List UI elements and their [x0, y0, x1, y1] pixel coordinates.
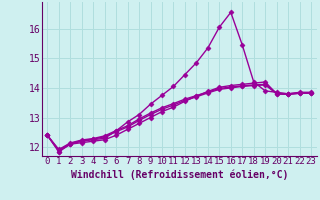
X-axis label: Windchill (Refroidissement éolien,°C): Windchill (Refroidissement éolien,°C) [70, 169, 288, 180]
